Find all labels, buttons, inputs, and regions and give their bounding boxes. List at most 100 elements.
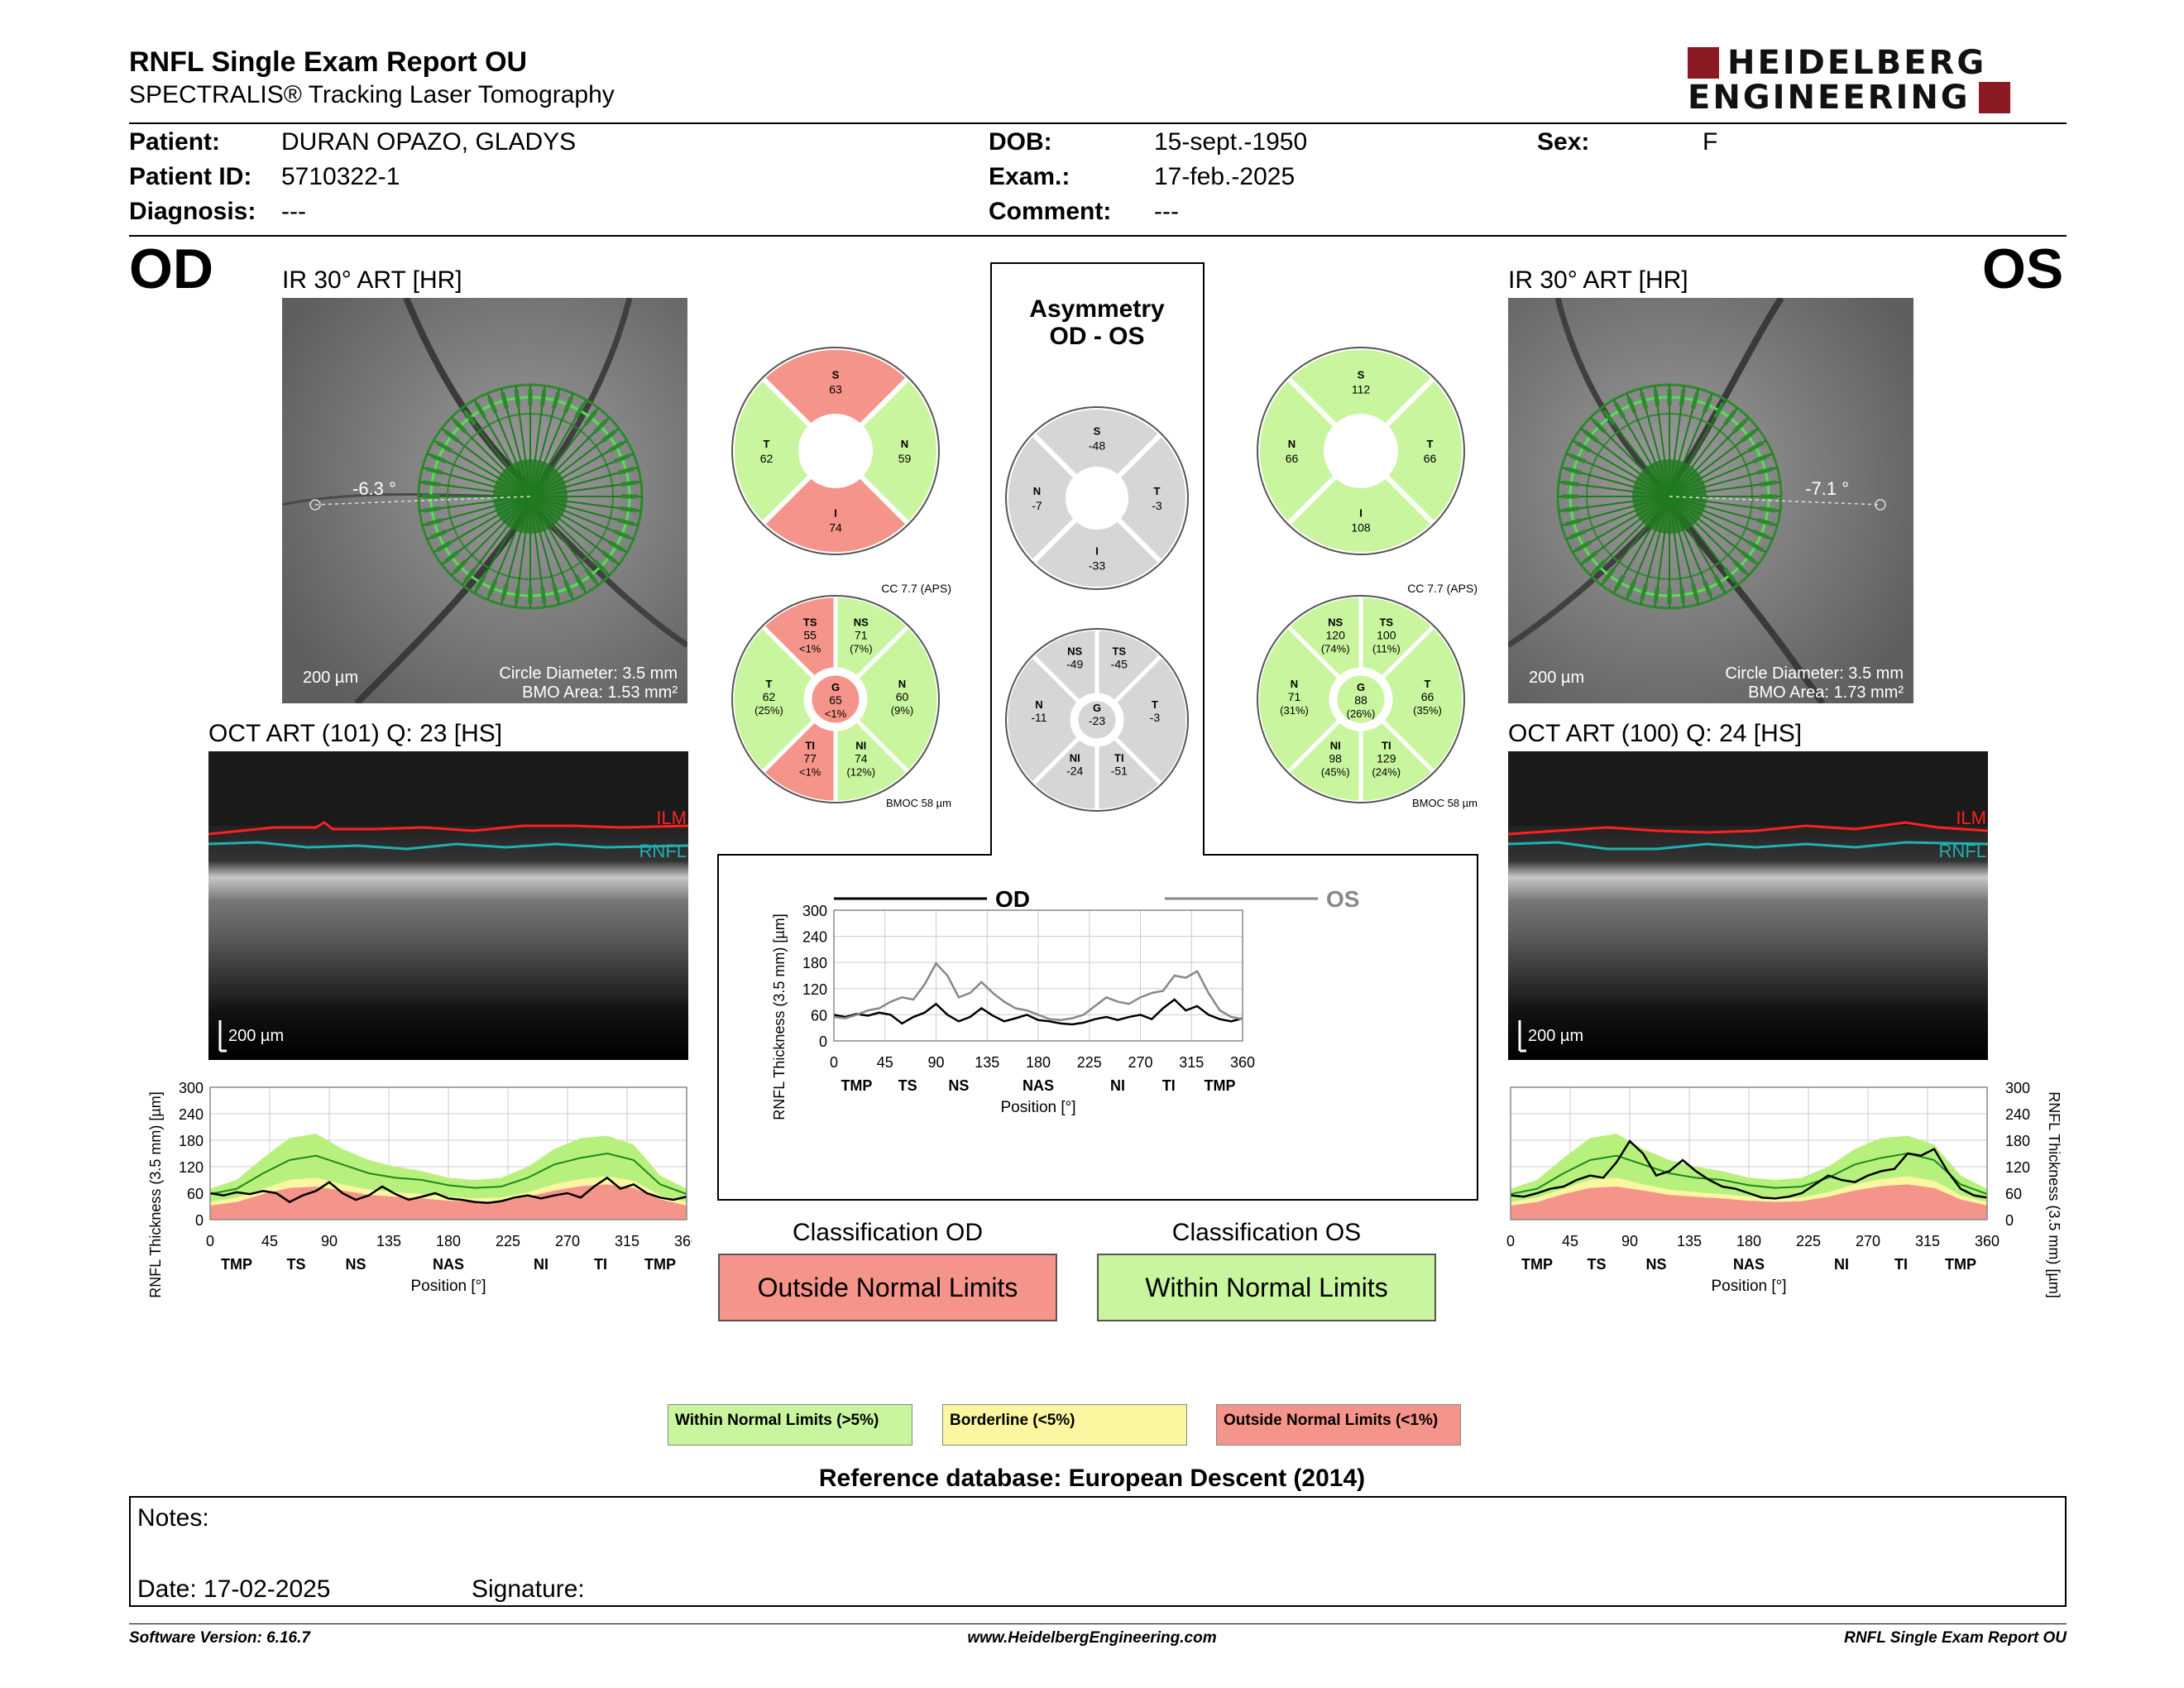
y-tick-label: 240: [179, 1106, 204, 1123]
header-rule: [129, 122, 2067, 124]
sector-axis-label: TS: [286, 1256, 305, 1273]
bmo-tick: [1602, 410, 1616, 426]
quadrant-value-N: 66: [1286, 452, 1299, 465]
bmo-tick: [1756, 518, 1774, 527]
sector-axis-label: TMP: [1205, 1077, 1236, 1094]
bmo-tick: [462, 567, 477, 583]
bmo-tick: [1702, 396, 1713, 414]
legend-within-normal: Within Normal Limits (>5%): [668, 1404, 912, 1446]
bmo-tick: [617, 518, 635, 527]
bmo-tick: [1679, 586, 1686, 604]
x-tick-label: 135: [376, 1233, 401, 1249]
borderline-band: [1511, 1176, 1987, 1206]
y-tick-label: 180: [802, 955, 827, 971]
sector-pct-N: (9%): [891, 704, 913, 717]
bmo-tick: [601, 429, 617, 444]
patient-rule: [129, 235, 2067, 237]
sector-value-N: 60: [896, 690, 909, 703]
patient-value: DURAN OPAZO, GLADYS: [281, 128, 577, 156]
bmo-tick: [1732, 559, 1747, 574]
y-tick-label: 240: [2005, 1106, 2030, 1123]
plot-frame: [209, 1086, 687, 1220]
sector-value-TS: 55: [803, 629, 817, 642]
logo-line1: HEIDELBERG: [1727, 44, 1987, 82]
sector-axis-label: NAS: [1023, 1077, 1054, 1094]
bmo-tick: [1712, 402, 1726, 419]
quadrant-label-I: I: [1359, 507, 1363, 520]
od-rnfl-label: RNFL: [639, 841, 687, 861]
quadrant-value-I: 74: [829, 521, 842, 535]
bmo-tick: [443, 429, 460, 444]
od-oct-scale: 200 µm: [228, 1027, 284, 1045]
os-eye-label: OS: [1982, 237, 2064, 300]
classification-os-title: Classification OS: [1171, 1219, 1362, 1246]
sector-label-T: T: [766, 678, 773, 690]
plot-frame: [833, 909, 1243, 1042]
bmo-tick: [1583, 549, 1599, 564]
comment-value: ---: [1154, 198, 1179, 225]
quadrant-label-N: N: [1288, 438, 1296, 450]
quadrant-value-N: -7: [1032, 499, 1042, 512]
od-oct-bscan: ILM RNFL 200 µm: [208, 751, 688, 1060]
quadrant-label-S: S: [832, 369, 840, 381]
notes-box[interactable]: Notes: Date: 17-02-2025 Signature:: [129, 1496, 2067, 1607]
sector-label-TS: TS: [1112, 645, 1126, 657]
os-angle: -7.1 °: [1805, 478, 1849, 499]
y-tick-label: 60: [187, 1186, 204, 1202]
diagnosis-label: Diagnosis:: [129, 198, 256, 225]
quadrant-value-I: -33: [1089, 559, 1105, 573]
quadrant-value-N: 59: [898, 452, 912, 465]
bmo-tick: [1691, 583, 1700, 602]
sector-label-N: N: [1035, 698, 1042, 711]
y-tick-label: 180: [2005, 1133, 2030, 1149]
quadrant-value-T: -3: [1152, 499, 1162, 512]
bmo-tick: [425, 466, 443, 475]
bmo-tick: [443, 549, 460, 564]
od-ilm-label: ILM: [656, 808, 687, 828]
sector-value-T: 66: [1421, 690, 1434, 703]
bmo-tick: [429, 453, 448, 464]
footer-url[interactable]: www.HeidelbergEngineering.com: [967, 1629, 1217, 1647]
sector-value-G: 88: [1354, 693, 1367, 707]
od-bmo-area: BMO Area: 1.53 mm²: [522, 683, 678, 702]
sex-value: F: [1703, 128, 1718, 156]
sector-pct-NS: (74%): [1321, 643, 1350, 655]
bmo-tick: [1653, 389, 1660, 407]
x-tick-label: 45: [877, 1054, 893, 1071]
asymmetry-sector-diagram: TS-45 T-3 TI-51 NI-24 N-11 NS-49 G-23: [1003, 626, 1190, 813]
os-bmoc-label: BMOC 58 µm: [1412, 797, 1478, 809]
os-fundus-svg: -7.1 ° 200 µm Circle Diameter: 3.5 mm BM…: [1508, 298, 1913, 703]
bmo-tick: [1613, 402, 1626, 419]
bmo-tick: [1752, 453, 1770, 464]
x-tick-label: 225: [496, 1233, 520, 1249]
sector-value-G: 65: [829, 693, 842, 707]
sector-value-TI: 129: [1377, 751, 1396, 765]
sector-G: [1075, 698, 1118, 741]
x-tick-label: 315: [1915, 1233, 1940, 1249]
y-tick-label: 60: [811, 1007, 827, 1024]
sector-axis-label: NS: [1645, 1256, 1666, 1273]
x-tick-label: 270: [1128, 1054, 1152, 1071]
exam-value: 17-feb.-2025: [1154, 163, 1296, 190]
quadrant-value-I: 108: [1351, 521, 1371, 535]
bmo-tick: [573, 574, 587, 591]
bmo-tick: [583, 410, 598, 426]
sector-pct-TS: (11%): [1372, 643, 1401, 655]
sector-value-NS: 120: [1326, 629, 1346, 642]
sector-value-NS: -49: [1066, 657, 1083, 670]
sector-axis-label: NI: [1834, 1256, 1849, 1273]
bmo-tick: [620, 506, 638, 513]
series-OD: [209, 1176, 687, 1204]
bmo-tick: [1747, 440, 1764, 453]
od-circle-diameter: Circle Diameter: 3.5 mm: [499, 664, 678, 683]
y-axis-label: RNFL Thickness (3.5 mm) [µm]: [147, 1091, 164, 1297]
bmo-tick: [1679, 389, 1686, 407]
sector-axis-label: TS: [1587, 1256, 1606, 1273]
y-tick-label: 60: [2005, 1186, 2022, 1202]
os-oct-scale: 200 µm: [1528, 1027, 1583, 1045]
notes-label: Notes:: [137, 1504, 209, 1532]
sector-value-TI: 77: [803, 751, 817, 765]
y-tick-label: 120: [802, 981, 827, 998]
bmo-tick: [1575, 440, 1592, 453]
